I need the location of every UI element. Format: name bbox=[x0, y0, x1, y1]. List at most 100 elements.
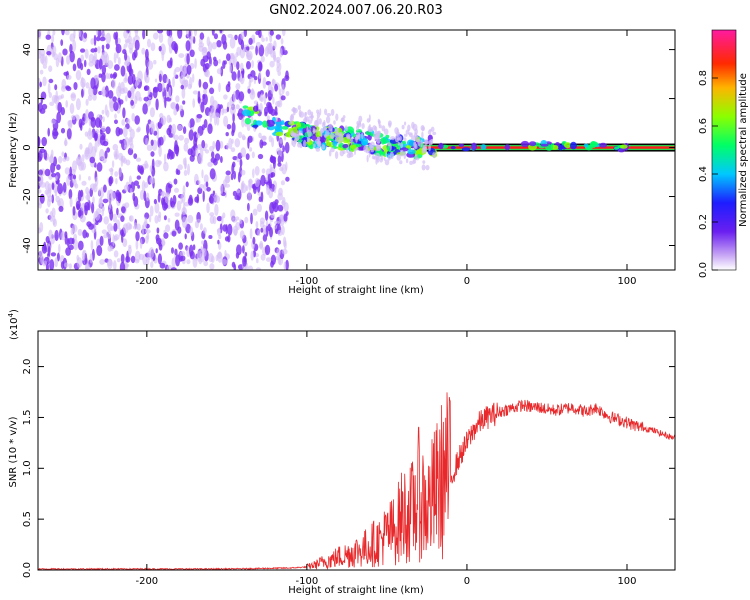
noise-blob bbox=[252, 208, 258, 216]
noise-blob bbox=[126, 118, 131, 125]
halo-blob bbox=[399, 160, 403, 165]
noise-blob bbox=[206, 186, 211, 192]
noise-blob bbox=[252, 37, 256, 43]
noise-blob bbox=[153, 198, 157, 205]
noise-blob bbox=[221, 259, 228, 265]
noise-blob bbox=[84, 201, 90, 211]
noise-blob bbox=[143, 190, 147, 202]
noise-blob bbox=[223, 94, 228, 100]
noise-blob bbox=[101, 89, 107, 96]
noise-blob bbox=[56, 111, 62, 124]
noise-blob bbox=[118, 128, 124, 135]
halo-blob bbox=[293, 110, 296, 116]
noise-blob bbox=[117, 97, 121, 103]
noise-blob bbox=[157, 137, 162, 148]
noise-blob bbox=[247, 135, 253, 143]
noise-blob bbox=[66, 175, 71, 186]
halo-blob bbox=[367, 125, 371, 132]
noise-blob bbox=[126, 250, 129, 263]
noise-blob bbox=[154, 215, 159, 224]
noise-blob bbox=[280, 38, 284, 45]
noise-blob bbox=[158, 242, 163, 251]
noise-blob bbox=[134, 39, 140, 51]
noise-blob bbox=[76, 257, 83, 268]
halo-blob bbox=[314, 119, 320, 127]
noise-blob bbox=[97, 135, 100, 148]
noise-blob bbox=[208, 235, 213, 239]
track-blob bbox=[242, 105, 249, 109]
noise-blob bbox=[196, 218, 201, 224]
track-blob bbox=[244, 117, 252, 125]
noise-blob bbox=[63, 262, 69, 268]
noise-blob bbox=[229, 105, 236, 116]
noise-blob bbox=[230, 147, 236, 153]
noise-blob bbox=[116, 85, 122, 98]
noise-blob bbox=[45, 236, 50, 244]
noise-blob bbox=[144, 160, 148, 169]
halo-blob bbox=[383, 128, 389, 135]
noise-blob bbox=[133, 153, 138, 160]
noise-blob bbox=[255, 45, 258, 56]
halo-blob bbox=[374, 126, 378, 133]
halo-blob bbox=[337, 139, 341, 145]
noise-blob bbox=[244, 216, 249, 224]
noise-blob bbox=[157, 30, 164, 34]
noise-blob bbox=[153, 59, 157, 65]
noise-blob bbox=[178, 53, 185, 58]
noise-blob bbox=[204, 143, 208, 149]
noise-blob bbox=[110, 73, 113, 79]
noise-blob bbox=[121, 119, 126, 126]
halo-blob bbox=[378, 124, 382, 129]
noise-blob bbox=[207, 123, 213, 135]
noise-blob bbox=[171, 41, 178, 51]
noise-blob bbox=[268, 135, 273, 143]
noise-blob bbox=[158, 45, 162, 52]
noise-blob bbox=[156, 127, 160, 140]
noise-blob bbox=[187, 83, 192, 90]
noise-blob bbox=[269, 202, 275, 214]
noise-blob bbox=[247, 202, 250, 212]
noise-blob bbox=[101, 44, 105, 50]
noise-blob bbox=[249, 76, 254, 83]
halo-blob bbox=[377, 130, 381, 136]
noise-blob bbox=[92, 93, 97, 101]
noise-blob bbox=[166, 127, 171, 136]
noise-blob bbox=[78, 174, 82, 181]
track-blob bbox=[390, 146, 397, 150]
noise-blob bbox=[239, 218, 243, 224]
noise-blob bbox=[254, 166, 260, 176]
halo-blob bbox=[424, 139, 428, 147]
noise-blob bbox=[53, 95, 60, 105]
noise-blob bbox=[265, 36, 268, 42]
noise-blob bbox=[242, 135, 246, 141]
y-tick-label: 0 bbox=[22, 144, 33, 150]
noise-blob bbox=[61, 30, 65, 36]
noise-blob bbox=[234, 34, 238, 41]
spectrogram-x-axis: -200 -100 0 100 bbox=[135, 30, 637, 287]
noise-blob bbox=[270, 154, 274, 163]
halo-blob bbox=[427, 129, 432, 135]
noise-blob bbox=[196, 114, 203, 119]
noise-blob bbox=[180, 194, 183, 205]
noise-blob bbox=[158, 145, 162, 157]
halo-blob bbox=[325, 116, 331, 124]
noise-blob bbox=[52, 127, 58, 140]
noise-blob bbox=[259, 102, 263, 112]
noise-blob bbox=[41, 53, 46, 66]
halo-blob bbox=[310, 113, 314, 122]
noise-blob bbox=[80, 77, 86, 88]
noise-blob bbox=[44, 181, 50, 191]
colorbar: 0.0 0.2 0.4 0.6 0.8 Normalized spectral ampl… bbox=[698, 29, 749, 278]
noise-blob bbox=[205, 69, 210, 78]
noise-blob bbox=[235, 52, 239, 58]
noise-blob bbox=[273, 40, 277, 49]
colorbar-ticks: 0.0 0.2 0.4 0.6 0.8 bbox=[698, 70, 718, 278]
halo-blob bbox=[355, 134, 358, 143]
noise-blob bbox=[249, 147, 253, 152]
noise-blob bbox=[233, 228, 238, 237]
noise-blob bbox=[265, 69, 270, 78]
noise-blob bbox=[282, 30, 286, 37]
noise-blob bbox=[255, 267, 262, 270]
halo-blob bbox=[389, 151, 394, 160]
noise-blob bbox=[134, 80, 138, 87]
